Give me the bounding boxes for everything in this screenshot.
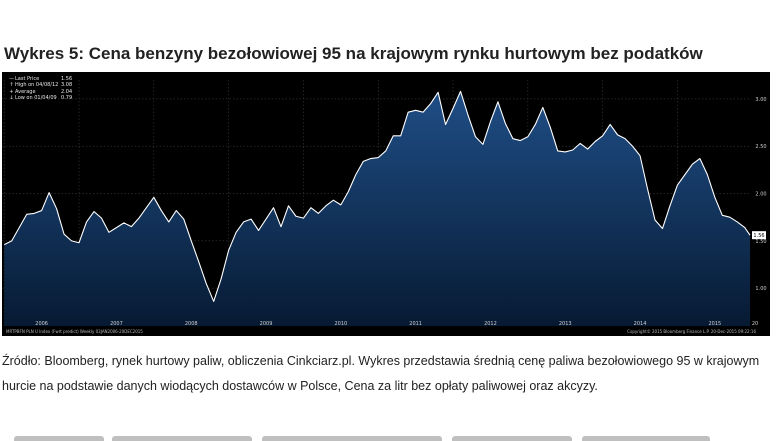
x-tick-label: 2006 [35,321,48,327]
legend-value: 1.56 [61,76,73,82]
legend-mark: ↑ [9,82,14,89]
chart-title: Wykres 5: Cena benzyny bezołowiowej 95 n… [4,44,703,63]
legend-value: 3.08 [61,82,73,89]
y-tick-label: 3.00 [755,97,766,103]
cutoff-text-fragment [0,434,778,441]
x-tick-label: 20 [752,321,758,327]
legend-entry-high: ↑ High on 04/08/12 3.08 [8,82,72,88]
legend-label: High on 04/08/12 [15,82,59,89]
chart-footer-index: MRTPBFN PLN U Index (Fwrt predict) Weekl… [6,329,143,334]
y-tick-label: 2.50 [755,144,766,150]
chart-panel: 3.00 2.50 2.00 1.50 1.00 2006 2007 2008 2009 201… [2,72,770,336]
price-area [4,91,751,326]
price-chart: 3.002.502.001.501.00 2006 2007 2008 2009 201… [2,80,767,327]
chart-legend: — Last Price 1.56 ↑ High on 04/08/12 3.0… [8,76,72,101]
x-tick-label: 2011 [409,321,422,327]
x-tick-label: 2013 [559,321,572,327]
x-tick-label: 2009 [260,321,273,327]
source-note: Źródło: Bloomberg, rynek hurtowy paliw, … [2,354,760,393]
legend-entry-low: ↓ Low on 01/04/09 0.79 [8,95,72,101]
legend-value: 0.79 [61,94,73,101]
x-tick-label: 2008 [185,321,198,327]
legend-mark: — [9,76,14,82]
y-tick-label: 1.50 [755,239,766,245]
legend-mark: ↓ [9,94,14,101]
price-line [3,90,751,302]
x-tick-label: 2014 [634,321,647,327]
legend-mark: + [9,88,14,95]
legend-entry-average: + Average 2.04 [8,89,72,95]
legend-value: 2.04 [61,88,73,95]
legend-label: Low on 01/04/09 [15,94,57,101]
legend-label: Average [15,88,36,95]
x-tick-label: 2015 [708,321,721,327]
y-tick-label: 2.00 [755,192,766,198]
legend-entry-last-price: — Last Price 1.56 [8,76,72,82]
last-price-label: 1.56 [753,233,764,239]
legend-label: Last Price [15,76,40,82]
last-price-marker [752,231,766,240]
chart-footer-copyright: Copyright© 2015 Bloomberg Finance L.P. 2… [627,329,756,334]
x-tick-label: 2007 [110,321,123,327]
x-tick-label: 2010 [334,321,347,327]
y-tick-label: 1.00 [755,286,766,292]
x-tick-label: 2012 [484,321,497,327]
